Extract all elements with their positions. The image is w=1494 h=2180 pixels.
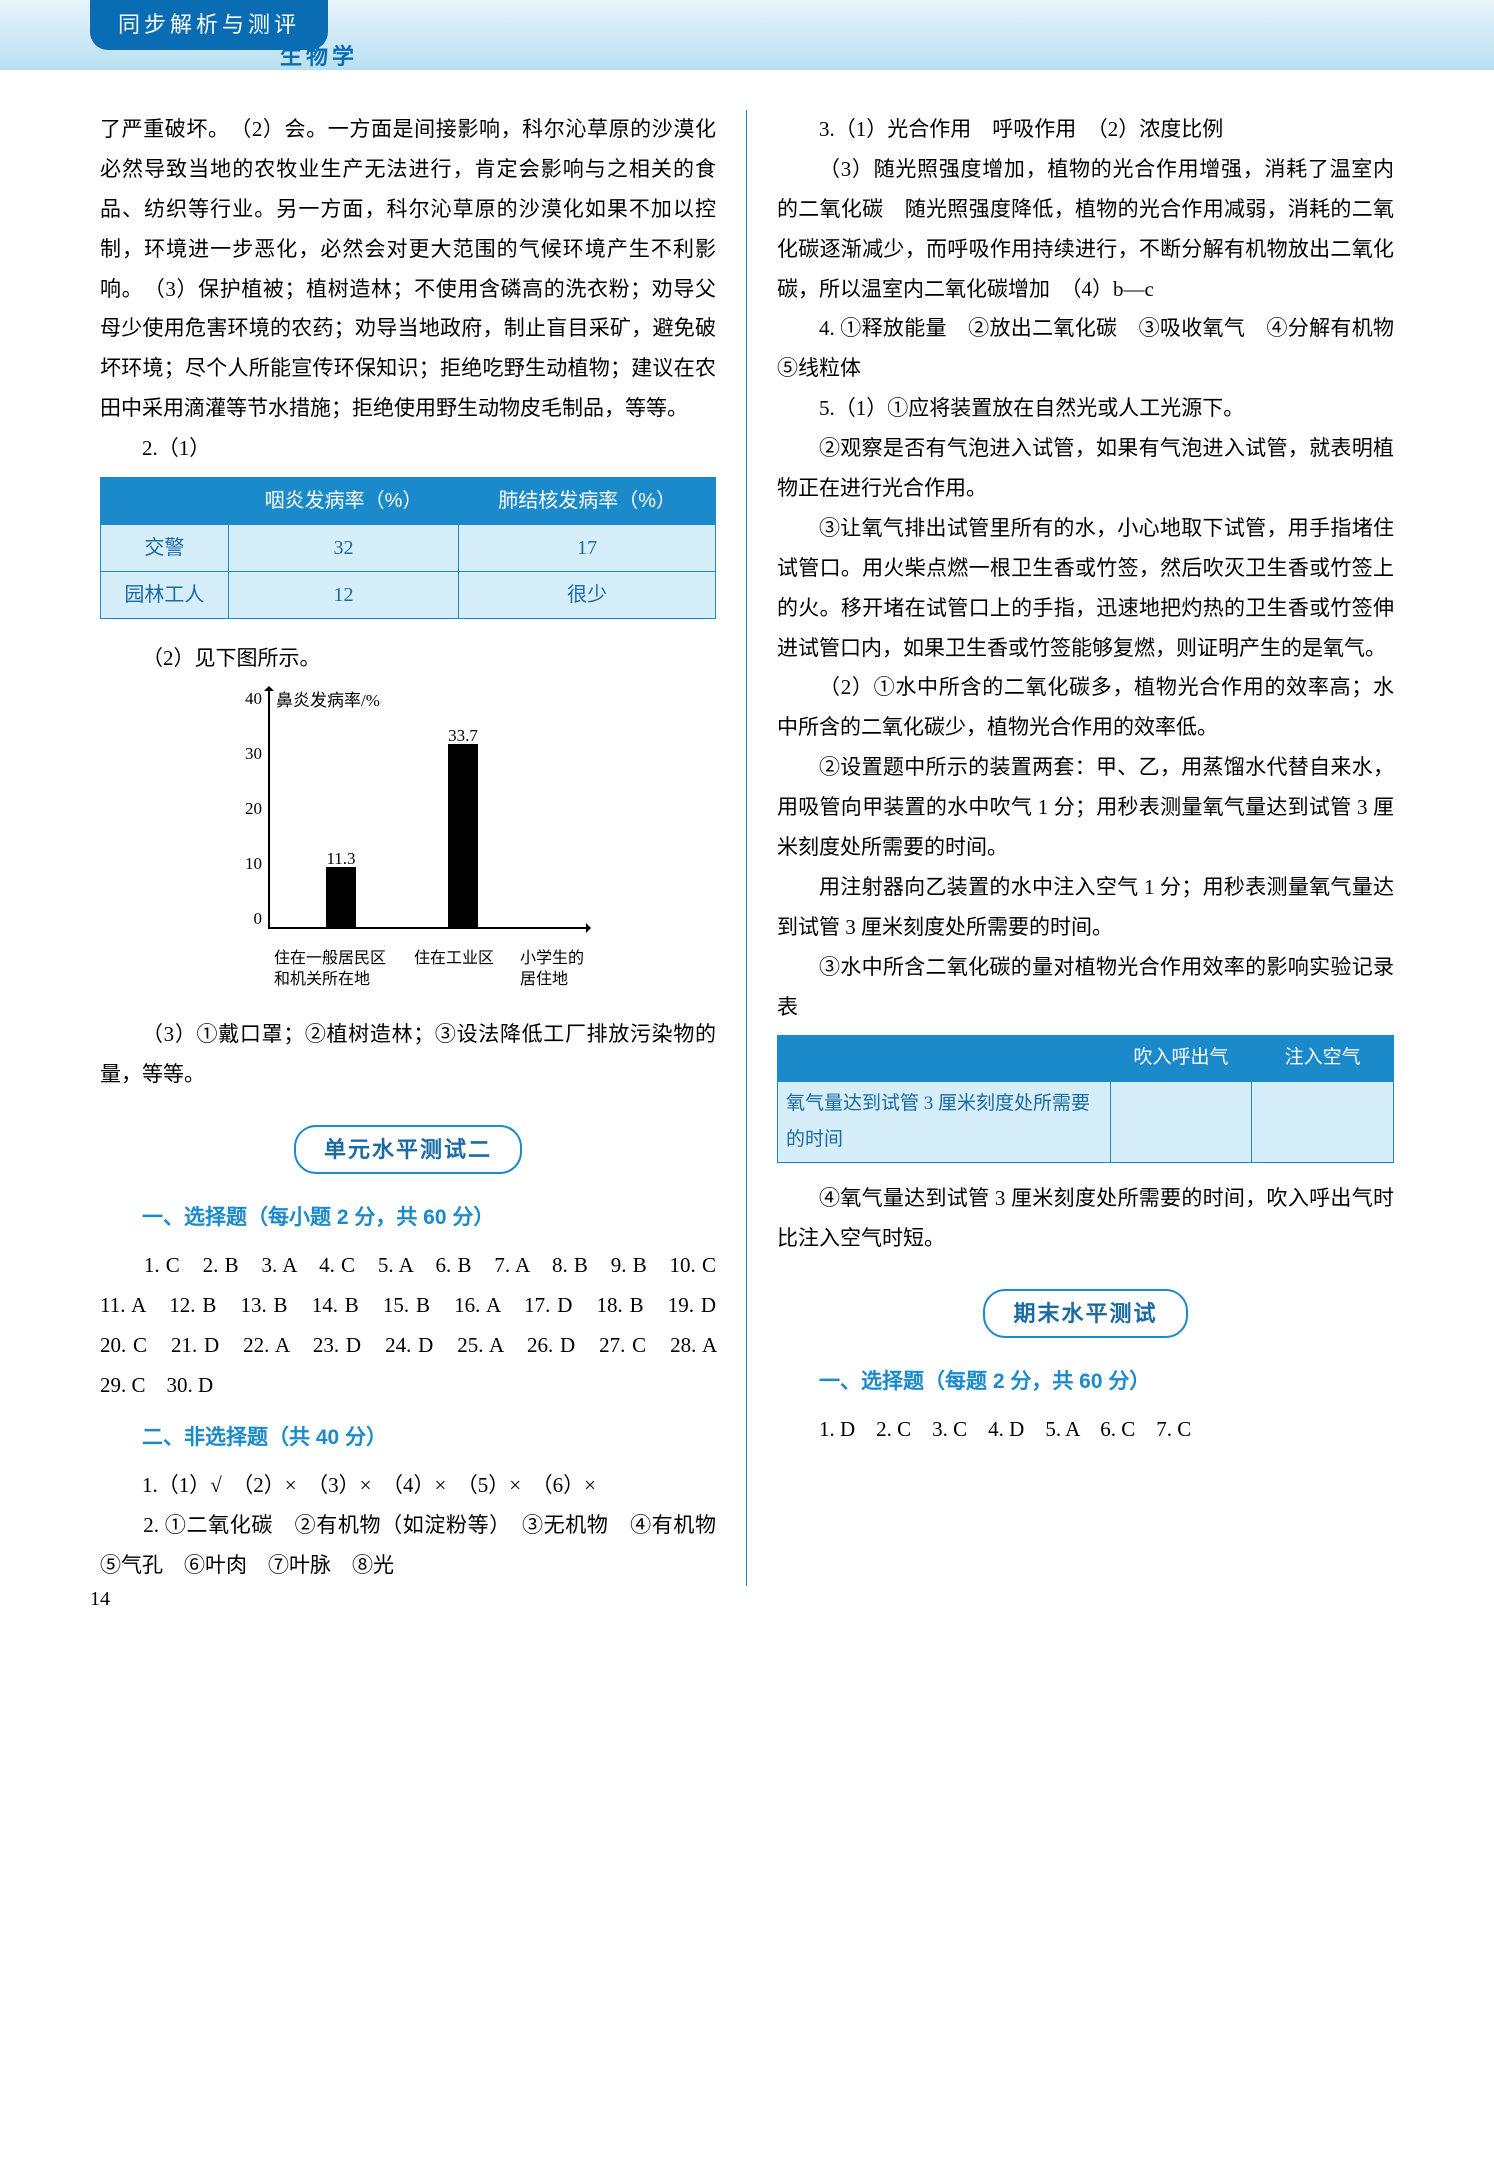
- paragraph: ②观察是否有气泡进入试管，如果有气泡进入试管，就表明植物正在进行光合作用。: [777, 429, 1394, 509]
- table-cell: [1252, 1081, 1394, 1162]
- header-band: 同步解析与测评 生物学: [0, 0, 1494, 70]
- y-axis-title: 鼻炎发病率/%: [276, 685, 380, 717]
- answer-line: 1.（1）√ （2）× （3）× （4）× （5）× （6）×: [100, 1466, 716, 1506]
- table-cell: 园林工人: [101, 572, 229, 619]
- final-title-wrap: 期末水平测试: [777, 1289, 1394, 1339]
- table-cell: 12: [228, 572, 458, 619]
- table-header: 咽炎发病率（%）: [228, 478, 458, 525]
- experiment-record-table: 吹入呼出气 注入空气 氧气量达到试管 3 厘米刻度处所需要的时间: [777, 1035, 1394, 1162]
- section-head: 一、选择题（每小题 2 分，共 60 分）: [100, 1198, 716, 1238]
- table-row: 园林工人 12 很少: [101, 572, 716, 619]
- answers-list: 1. C 2. B 3. A 4. C 5. A 6. B 7. A 8. B …: [100, 1246, 716, 1406]
- header-subject: 生物学: [280, 36, 358, 78]
- question-label: 2.（1）: [100, 429, 716, 469]
- x-category: 住在一般居民区和机关所在地: [274, 949, 434, 991]
- table-header-row: 吹入呼出气 注入空气: [778, 1036, 1394, 1081]
- y-tick: 20: [232, 793, 262, 825]
- table-row: 氧气量达到试管 3 厘米刻度处所需要的时间: [778, 1081, 1394, 1162]
- y-tick: 40: [232, 683, 262, 715]
- content: 了严重破坏。 （2）会。一方面是间接影响，科尔沁草原的沙漠化必然导致当地的农牧业…: [0, 110, 1494, 1586]
- paragraph: （2）①水中所含的二氧化碳多，植物光合作用的效率高；水中所含的二氧化碳少，植物光…: [777, 668, 1394, 748]
- bar-value-label: 33.7: [433, 720, 493, 752]
- paragraph: 3.（1）光合作用 呼吸作用 （2）浓度比例: [777, 110, 1394, 150]
- right-column: 3.（1）光合作用 呼吸作用 （2）浓度比例 （3）随光照强度增加，植物的光合作…: [747, 110, 1414, 1586]
- y-tick: 0: [232, 903, 262, 935]
- table-cell: 氧气量达到试管 3 厘米刻度处所需要的时间: [778, 1081, 1111, 1162]
- table-cell: [1110, 1081, 1252, 1162]
- bar-chart: 鼻炎发病率/% 0 10 20 30 40 11.3 33.7: [228, 689, 588, 995]
- table-header: [101, 478, 229, 525]
- x-category: 小学生的居住地: [520, 949, 680, 991]
- y-tick: 30: [232, 738, 262, 770]
- table-header-row: 咽炎发病率（%） 肺结核发病率（%）: [101, 478, 716, 525]
- paragraph: （3）①戴口罩；②植树造林；③设法降低工厂排放污染物的量，等等。: [100, 1015, 716, 1095]
- page-number: 14: [90, 1580, 110, 1618]
- paragraph: ④氧气量达到试管 3 厘米刻度处所需要的时间，吹入呼出气时比注入空气时短。: [777, 1179, 1394, 1259]
- page: 同步解析与测评 生物学 了严重破坏。 （2）会。一方面是间接影响，科尔沁草原的沙…: [0, 0, 1494, 1626]
- paragraph: ③让氧气排出试管里所有的水，小心地取下试管，用手指堵住试管口。用火柴点燃一根卫生…: [777, 509, 1394, 669]
- table-header: 吹入呼出气: [1110, 1036, 1252, 1081]
- paragraph: 4. ①释放能量 ②放出二氧化碳 ③吸收氧气 ④分解有机物 ⑤线粒体: [777, 309, 1394, 389]
- table-cell: 32: [228, 525, 458, 572]
- unit-title-wrap: 单元水平测试二: [100, 1125, 716, 1175]
- x-axis: [268, 927, 588, 929]
- unit-title-pill: 单元水平测试二: [294, 1125, 522, 1175]
- left-column: 了严重破坏。 （2）会。一方面是间接影响，科尔沁草原的沙漠化必然导致当地的农牧业…: [80, 110, 747, 1586]
- section-head: 一、选择题（每题 2 分，共 60 分）: [777, 1362, 1394, 1402]
- final-title-pill: 期末水平测试: [983, 1289, 1187, 1339]
- paragraph: （3）随光照强度增加，植物的光合作用增强，消耗了温室内的二氧化碳 随光照强度降低…: [777, 150, 1394, 310]
- table-header: 注入空气: [1252, 1036, 1394, 1081]
- answer-line: 2. ①二氧化碳 ②有机物（如淀粉等） ③无机物 ④有机物 ⑤气孔 ⑥叶肉 ⑦叶…: [100, 1506, 716, 1586]
- answers-list: 1. D 2. C 3. C 4. D 5. A 6. C 7. C: [777, 1410, 1394, 1450]
- table-cell: 交警: [101, 525, 229, 572]
- chart-bar: 11.3: [326, 867, 356, 929]
- paragraph: ③水中所含二氧化碳的量对植物光合作用效率的影响实验记录表: [777, 948, 1394, 1028]
- table-row: 交警 32 17: [101, 525, 716, 572]
- chart-bar: 33.7: [448, 744, 478, 929]
- paragraph: 了严重破坏。 （2）会。一方面是间接影响，科尔沁草原的沙漠化必然导致当地的农牧业…: [100, 110, 716, 429]
- paragraph: ②设置题中所示的装置两套：甲、乙，用蒸馏水代替自来水，用吸管向甲装置的水中吹气 …: [777, 748, 1394, 868]
- disease-rate-table: 咽炎发病率（%） 肺结核发病率（%） 交警 32 17 园林工人 12 很少: [100, 477, 716, 619]
- chart-intro: （2）见下图所示。: [100, 639, 716, 679]
- table-cell: 17: [459, 525, 716, 572]
- y-tick: 10: [232, 848, 262, 880]
- chart-area: 鼻炎发病率/% 0 10 20 30 40 11.3 33.7: [268, 689, 588, 949]
- section-head: 二、非选择题（共 40 分）: [100, 1418, 716, 1458]
- table-header: 肺结核发病率（%）: [459, 478, 716, 525]
- table-cell: 很少: [459, 572, 716, 619]
- table-header: [778, 1036, 1111, 1081]
- paragraph: 5.（1）①应将装置放在自然光或人工光源下。: [777, 389, 1394, 429]
- y-axis: [268, 689, 270, 929]
- paragraph: 用注射器向乙装置的水中注入空气 1 分；用秒表测量氧气量达到试管 3 厘米刻度处…: [777, 868, 1394, 948]
- bar-value-label: 11.3: [311, 843, 371, 875]
